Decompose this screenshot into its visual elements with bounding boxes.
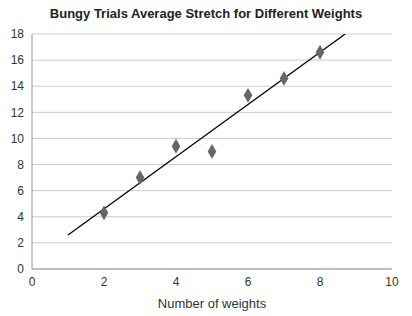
svg-text:12: 12 bbox=[11, 106, 25, 120]
svg-text:6: 6 bbox=[245, 275, 252, 289]
svg-text:0: 0 bbox=[17, 262, 24, 276]
svg-text:6: 6 bbox=[17, 184, 24, 198]
html-text:Bungy Trials Average Stretch f: Bungy Trials Average Stretch for Differe… bbox=[49, 6, 363, 21]
svg-text:4: 4 bbox=[17, 210, 24, 224]
svg-text:8: 8 bbox=[317, 275, 324, 289]
svg-text:4: 4 bbox=[173, 275, 180, 289]
svg-text:16: 16 bbox=[11, 53, 25, 67]
svg-text:18: 18 bbox=[11, 28, 25, 41]
svg-text:8: 8 bbox=[17, 158, 24, 172]
svg-text:0: 0 bbox=[29, 275, 36, 289]
svg-text:2: 2 bbox=[17, 236, 24, 250]
svg-text:Number of weights: Number of weights bbox=[158, 296, 267, 311]
svg-text:10: 10 bbox=[11, 132, 25, 146]
svg-text:10: 10 bbox=[385, 275, 399, 289]
svg-text:2: 2 bbox=[101, 275, 108, 289]
svg-text:14: 14 bbox=[11, 79, 25, 93]
